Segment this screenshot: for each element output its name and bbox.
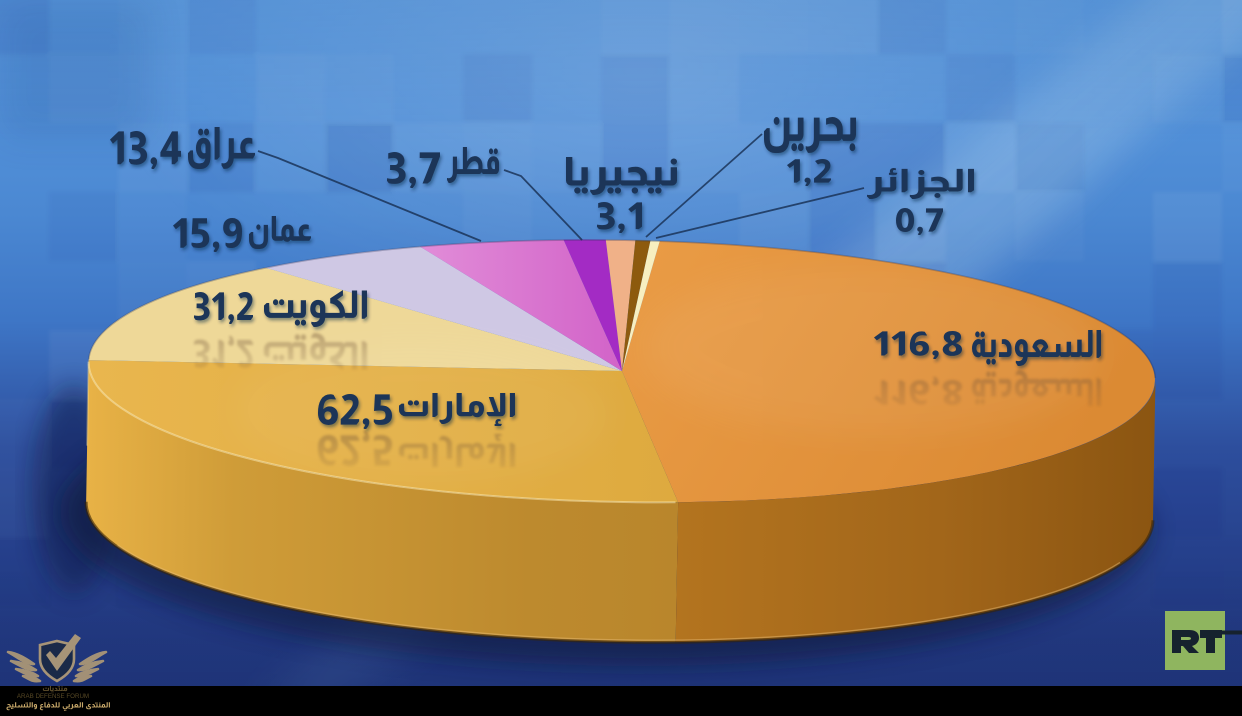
svg-text:ARAB DEFENSE FORUM: ARAB DEFENSE FORUM bbox=[17, 693, 89, 700]
